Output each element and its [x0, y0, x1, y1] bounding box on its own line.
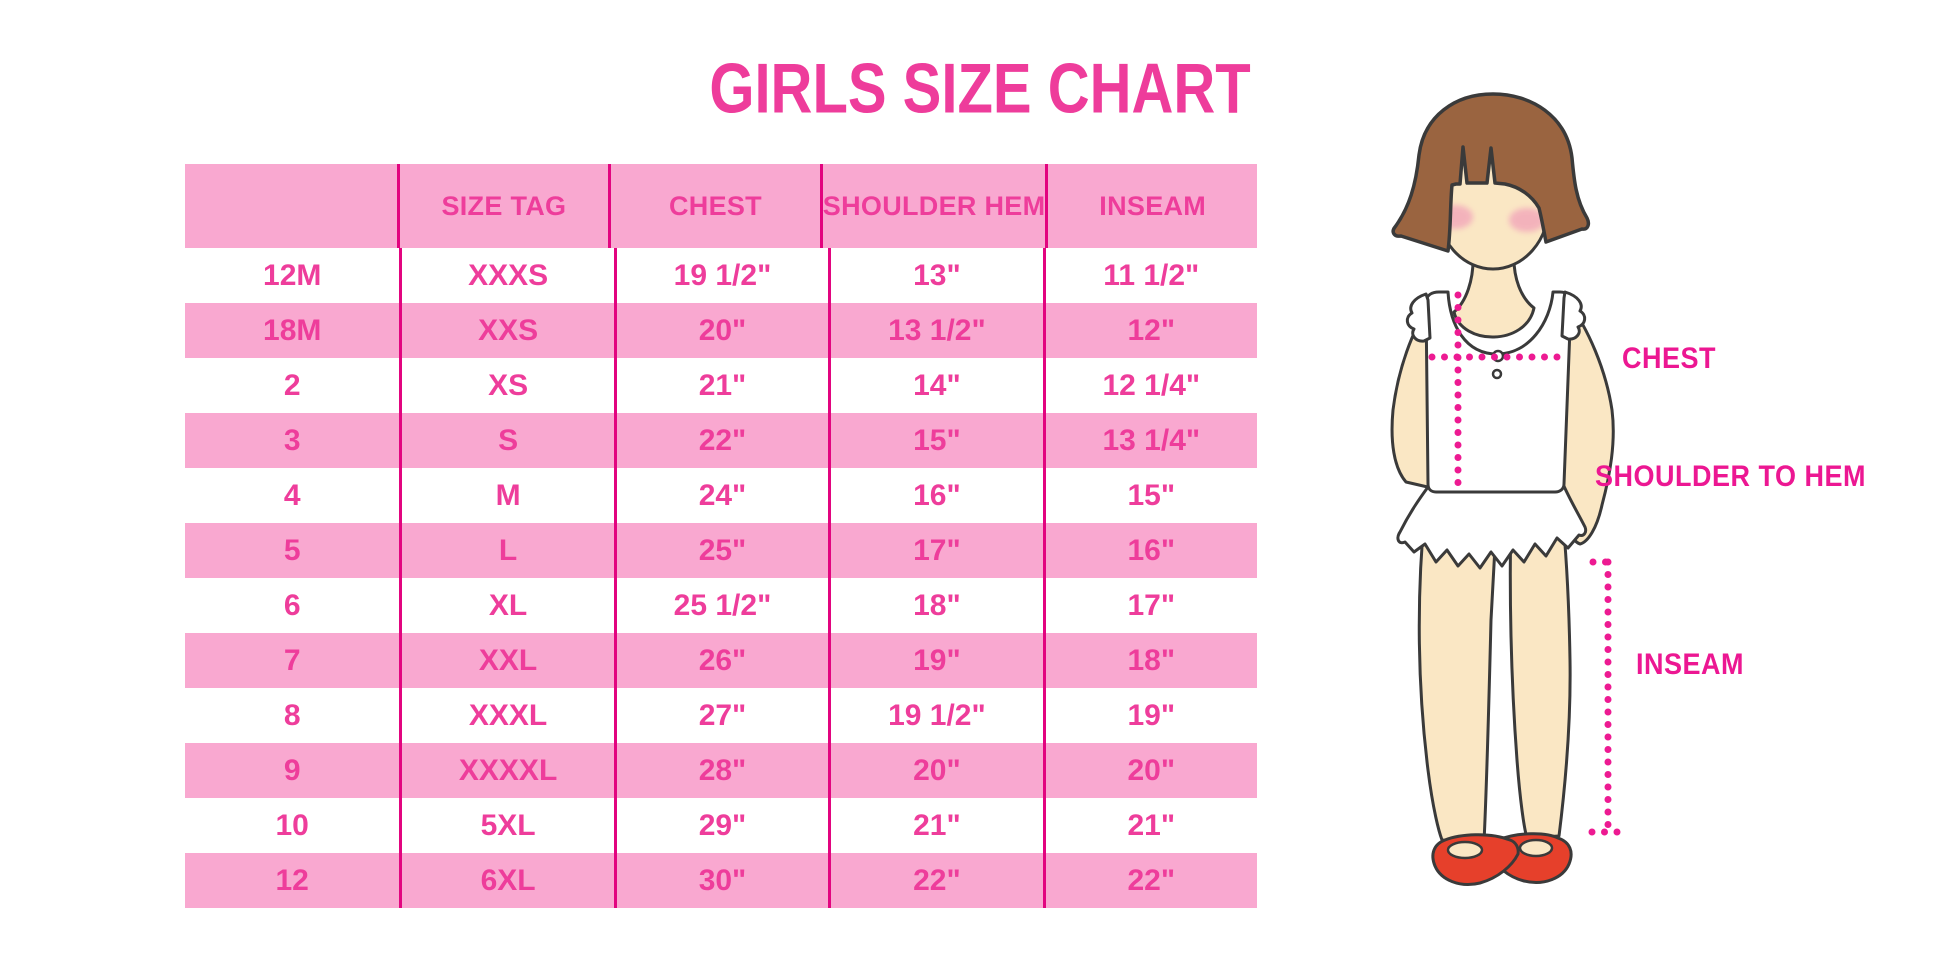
table-row: 6 XL 25 1/2" 18" 17"	[185, 578, 1257, 633]
value-cell: 21"	[613, 358, 828, 413]
page-title: GIRLS SIZE CHART	[640, 48, 1320, 128]
table-row: 12M XXXS 19 1/2" 13" 11 1/2"	[185, 248, 1257, 303]
value-cell: 30"	[613, 853, 828, 908]
value-cell: 15"	[1042, 468, 1257, 523]
value-cell: 21"	[1042, 798, 1257, 853]
value-cell: XXXS	[399, 248, 613, 303]
value-cell: M	[399, 468, 613, 523]
value-cell: 19 1/2"	[828, 688, 1042, 743]
girl-right-blush	[1509, 208, 1545, 232]
size-cell: 18M	[263, 313, 322, 347]
value-cell: 28"	[613, 743, 828, 798]
size-cell: 12M	[263, 258, 322, 292]
value-cell: 18"	[828, 578, 1042, 633]
girl-top	[1424, 290, 1573, 494]
chest-label: CHEST	[1622, 341, 1717, 375]
value-cell: 16"	[828, 468, 1042, 523]
value-cell: 13"	[828, 248, 1042, 303]
girl-hair	[1391, 92, 1591, 253]
table-header-row: SIZE TAG CHEST SHOULDER HEM INSEAM	[185, 164, 1257, 248]
size-cell: 9	[283, 753, 301, 787]
size-cell: 12	[275, 863, 309, 897]
value-cell: XXXL	[399, 688, 613, 743]
value-cell: 19"	[828, 633, 1042, 688]
shoulder-to-hem-label: SHOULDER TO HEM	[1595, 459, 1867, 493]
value-cell: 18"	[1042, 633, 1257, 688]
value-cell: 25 1/2"	[613, 578, 828, 633]
column-header: CHEST	[608, 164, 820, 248]
size-cell: 7	[283, 643, 301, 677]
value-cell: 15"	[828, 413, 1042, 468]
value-cell: 24"	[613, 468, 828, 523]
value-cell: 29"	[613, 798, 828, 853]
value-cell: 14"	[828, 358, 1042, 413]
value-cell: 22"	[828, 853, 1042, 908]
value-cell: L	[399, 523, 613, 578]
value-cell: 6XL	[399, 853, 613, 908]
girl-left-ruffle	[1405, 292, 1432, 343]
value-cell: 19 1/2"	[613, 248, 828, 303]
girl-illustration	[1390, 92, 1622, 886]
size-cell: 3	[283, 423, 301, 457]
value-cell: 13 1/4"	[1042, 413, 1257, 468]
size-cell: 10	[275, 808, 309, 842]
value-cell: 20"	[613, 303, 828, 358]
value-cell: 27"	[613, 688, 828, 743]
girl-right-ruffle	[1560, 290, 1587, 341]
value-cell: 12"	[1042, 303, 1257, 358]
table-row: 7 XXL 26" 19" 18"	[185, 633, 1257, 688]
size-table: SIZE TAG CHEST SHOULDER HEM INSEAM 12M XXXS 19…	[185, 164, 1257, 908]
table-row: 5 L 25" 17" 16"	[185, 523, 1257, 578]
table-row: 8 XXXL 27" 19 1/2" 19"	[185, 688, 1257, 743]
table-row: 12 6XL 30" 22" 22"	[185, 853, 1257, 908]
value-cell: XXXXL	[399, 743, 613, 798]
table-row: 9 XXXXL 28" 20" 20"	[185, 743, 1257, 798]
value-cell: 11 1/2"	[1042, 248, 1257, 303]
value-cell: 13 1/2"	[828, 303, 1042, 358]
column-header: INSEAM	[1045, 164, 1257, 248]
value-cell: 20"	[1042, 743, 1257, 798]
table-row: 2 XS 21" 14" 12 1/4"	[185, 358, 1257, 413]
value-cell: 5XL	[399, 798, 613, 853]
size-cell: 5	[283, 533, 301, 567]
size-cell: 2	[283, 368, 301, 402]
size-cell: 6	[283, 588, 301, 622]
value-cell: 17"	[1042, 578, 1257, 633]
value-cell: 20"	[828, 743, 1042, 798]
size-cell: 8	[283, 698, 301, 732]
girl-top-button-2	[1491, 368, 1503, 380]
table-row: 18M XXS 20" 13 1/2" 12"	[185, 303, 1257, 358]
column-header: SHOULDER HEM	[819, 164, 1046, 248]
girl-right-leg	[1508, 508, 1572, 840]
table-row: 4 M 24" 16" 15"	[185, 468, 1257, 523]
table-row: 3 S 22" 15" 13 1/4"	[185, 413, 1257, 468]
corner-header-cell	[185, 164, 397, 248]
size-cell: 4	[283, 478, 301, 512]
girl-skirt	[1396, 482, 1588, 570]
value-cell: XS	[399, 358, 613, 413]
value-cell: 16"	[1042, 523, 1257, 578]
value-cell: 21"	[828, 798, 1042, 853]
value-cell: 17"	[828, 523, 1042, 578]
value-cell: 12 1/4"	[1042, 358, 1257, 413]
value-cell: 25"	[613, 523, 828, 578]
value-cell: XXL	[399, 633, 613, 688]
value-cell: S	[399, 413, 613, 468]
girl-left-shoe	[1431, 833, 1520, 886]
value-cell: 22"	[613, 413, 828, 468]
column-header: SIZE TAG	[396, 164, 609, 248]
girl-neck	[1452, 252, 1536, 339]
value-cell: XXS	[399, 303, 613, 358]
table-row: 10 5XL 29" 21" 21"	[185, 798, 1257, 853]
value-cell: 26"	[613, 633, 828, 688]
girl-left-leg	[1417, 508, 1499, 844]
value-cell: 22"	[1042, 853, 1257, 908]
value-cell: 19"	[1042, 688, 1257, 743]
page-title-text: GIRLS SIZE CHART	[709, 49, 1251, 129]
inseam-label: INSEAM	[1636, 647, 1745, 681]
value-cell: XL	[399, 578, 613, 633]
